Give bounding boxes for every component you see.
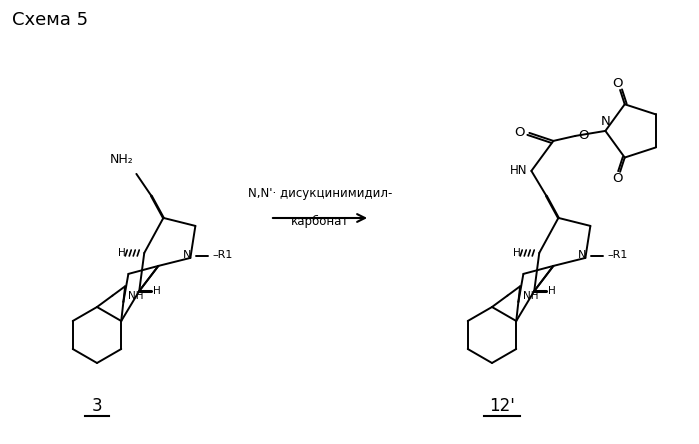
Text: HN: HN	[510, 164, 527, 178]
Text: O: O	[613, 172, 624, 185]
Text: карбонат: карбонат	[291, 215, 349, 228]
Text: N: N	[183, 250, 192, 260]
Text: –R1: –R1	[607, 250, 628, 260]
Text: H: H	[119, 248, 127, 258]
Text: NH: NH	[523, 291, 539, 301]
Text: Схема 5: Схема 5	[12, 11, 88, 29]
Text: O: O	[578, 129, 589, 143]
Text: N,N'· дисукцинимидил-: N,N'· дисукцинимидил-	[248, 187, 392, 200]
Text: –R1: –R1	[212, 250, 233, 260]
Text: 12': 12'	[489, 397, 515, 415]
Text: NH: NH	[128, 291, 143, 301]
Text: 3: 3	[92, 397, 102, 415]
Text: N: N	[578, 250, 586, 260]
Text: O: O	[514, 127, 524, 139]
Text: O: O	[613, 77, 624, 90]
Text: H: H	[153, 286, 161, 296]
Text: H: H	[514, 248, 521, 258]
Text: N: N	[600, 115, 610, 128]
Text: NH₂: NH₂	[110, 153, 134, 166]
Text: H: H	[548, 286, 556, 296]
